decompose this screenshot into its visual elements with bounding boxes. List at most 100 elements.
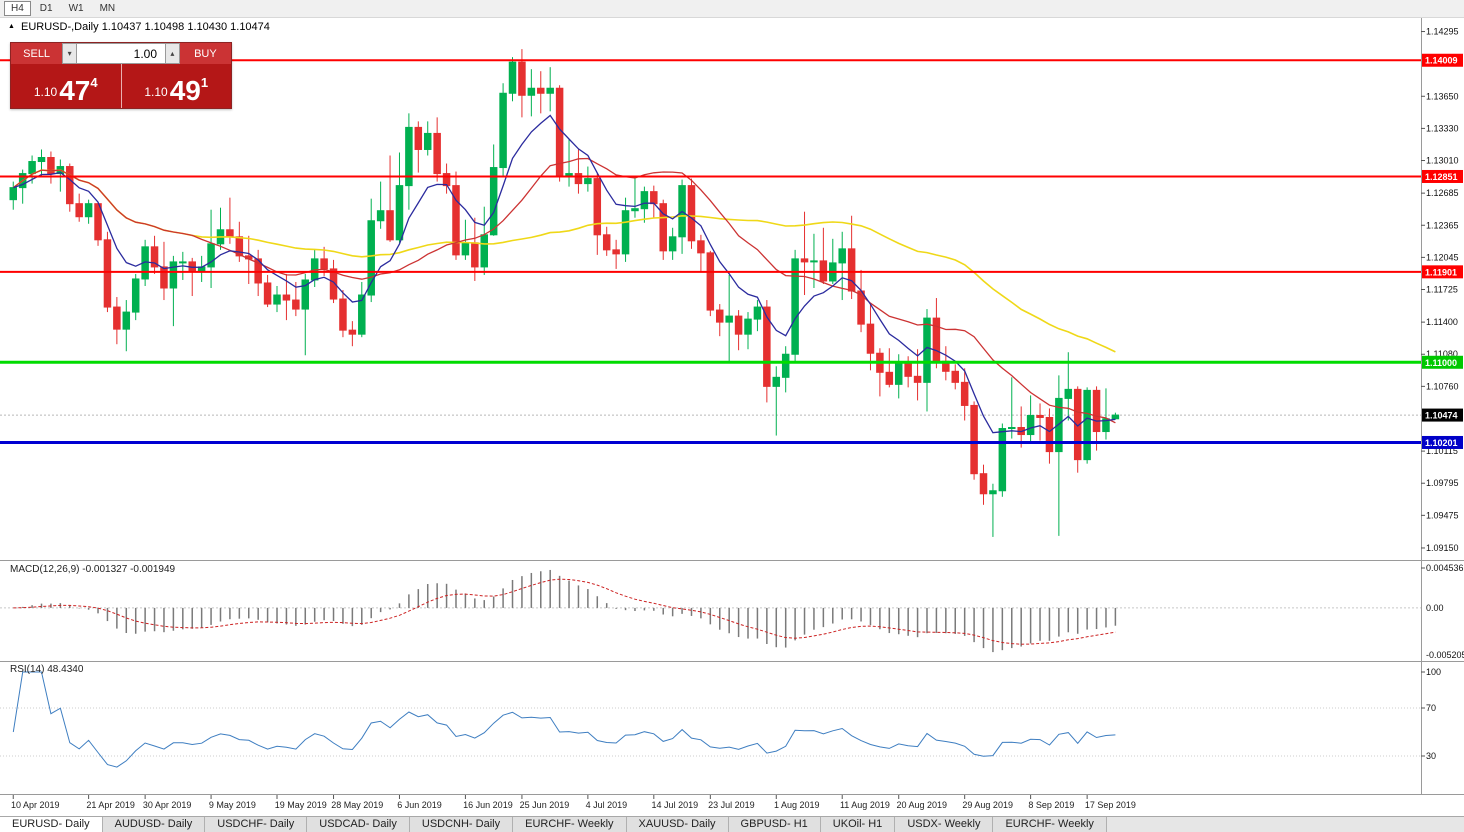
candle xyxy=(866,323,875,354)
svg-text:1 Aug 2019: 1 Aug 2019 xyxy=(774,800,820,810)
candle xyxy=(584,178,592,185)
candle xyxy=(433,132,441,175)
chart-tab-eurchf-weekly[interactable]: EURCHF- Weekly xyxy=(513,817,627,832)
svg-text:25 Jun 2019: 25 Jun 2019 xyxy=(520,800,570,810)
candle xyxy=(339,298,347,331)
candle xyxy=(423,132,432,150)
rsi-indicator-label: RSI(14) 48.4340 xyxy=(10,664,83,675)
date-axis[interactable]: 10 Apr 2019 21 Apr 2019 30 Apr 2019 9 May 2… xyxy=(11,795,1136,810)
candle xyxy=(1036,414,1044,418)
candle xyxy=(847,248,856,292)
price-label-badge xyxy=(1422,355,1463,369)
chart-tab-usdchf-daily[interactable]: USDCHF- Daily xyxy=(205,817,308,832)
candle xyxy=(800,258,809,263)
timeframe-button-d1[interactable]: D1 xyxy=(39,3,53,14)
sell-price-point: 4 xyxy=(90,75,98,90)
svg-text:23 Jul 2019: 23 Jul 2019 xyxy=(708,800,755,810)
timeframe-button-mn[interactable]: MN xyxy=(99,3,116,14)
chart-tab-eurchf-weekly[interactable]: EURCHF- Weekly xyxy=(993,817,1107,832)
volume-increase-button[interactable]: ▴ xyxy=(165,43,180,64)
chart-tab-usdx-weekly[interactable]: USDX- Weekly xyxy=(895,817,994,832)
volume-decrease-button[interactable]: ▾ xyxy=(62,43,77,64)
svg-text:0.00: 0.00 xyxy=(1426,603,1444,613)
svg-text:1.13330: 1.13330 xyxy=(1426,123,1459,133)
candle xyxy=(169,261,178,289)
macd-signal-value: -0.001949 xyxy=(130,564,176,575)
candle xyxy=(781,353,790,378)
candle xyxy=(395,185,404,241)
volume-input[interactable] xyxy=(77,43,165,64)
candle xyxy=(772,376,781,387)
candle xyxy=(527,87,536,96)
price-label-badge xyxy=(1422,408,1463,422)
svg-text:1.10474: 1.10474 xyxy=(1425,411,1458,421)
candle xyxy=(489,167,498,236)
candle xyxy=(499,92,507,169)
candle xyxy=(226,229,234,238)
chart-tab-gbpusd-h1[interactable]: GBPUSD- H1 xyxy=(728,817,821,832)
svg-text:1.09475: 1.09475 xyxy=(1426,510,1459,520)
chart-symbol-period: EURUSD-,Daily xyxy=(21,21,99,33)
candle xyxy=(273,294,281,305)
candle xyxy=(37,157,46,163)
svg-text:20 Aug 2019: 20 Aug 2019 xyxy=(896,800,947,810)
candle xyxy=(894,362,903,385)
candle xyxy=(913,375,922,383)
buy-price-base: 1.10 xyxy=(144,85,168,99)
one-click-toggle-icon[interactable]: ▲ xyxy=(8,23,15,30)
candle xyxy=(838,248,846,264)
candle xyxy=(602,234,611,251)
timeframe-button-h4[interactable]: H4 xyxy=(4,1,31,16)
price-label-badge xyxy=(1422,435,1463,449)
chevron-up-icon: ▴ xyxy=(170,49,175,58)
candle xyxy=(442,173,451,187)
candle xyxy=(744,318,752,335)
timeframe-button-w1[interactable]: W1 xyxy=(68,3,84,14)
candle xyxy=(1045,416,1054,453)
candle xyxy=(292,299,300,310)
buy-button[interactable]: BUY xyxy=(179,43,231,64)
candle xyxy=(734,315,743,335)
candle xyxy=(122,311,131,330)
buy-price-tile[interactable]: 1.10 49 1 xyxy=(120,64,232,108)
candle xyxy=(47,157,55,175)
chart-tab-eurusd-daily[interactable]: EURUSD- Daily xyxy=(0,817,103,832)
candle xyxy=(932,317,941,362)
candle xyxy=(574,173,583,185)
price-label-badge xyxy=(1422,169,1463,183)
candle xyxy=(160,266,168,289)
price-axis[interactable]: 1.14295 1.13650 1.13330 1.13010 1.12685 1.123… xyxy=(1421,27,1463,553)
macd-signal-line xyxy=(13,578,1116,645)
svg-text:1.12685: 1.12685 xyxy=(1426,188,1459,198)
chart-tab-usdcnh-daily[interactable]: USDCNH- Daily xyxy=(409,817,514,832)
candle xyxy=(28,161,36,175)
candle xyxy=(1102,418,1110,433)
candle xyxy=(414,126,423,150)
candle xyxy=(282,294,291,301)
candle xyxy=(791,258,799,355)
svg-text:0.004536: 0.004536 xyxy=(1426,563,1464,573)
chart-tab-audusd-daily[interactable]: AUDUSD- Daily xyxy=(102,817,206,832)
candle xyxy=(885,371,894,385)
svg-text:28 May 2019: 28 May 2019 xyxy=(331,800,383,810)
candle xyxy=(697,240,705,254)
buy-price-point: 1 xyxy=(200,75,209,90)
candle xyxy=(1055,397,1063,453)
chart-tab-usdcad-daily[interactable]: USDCAD- Daily xyxy=(307,817,410,832)
one-click-trading-panel: SELL ▾ ▴ BUY 1.10 47 4 1.10 49 1 xyxy=(10,42,232,109)
chart-tab-xauusd-daily[interactable]: XAUUSD- Daily xyxy=(626,817,729,832)
candle xyxy=(546,87,554,94)
candle xyxy=(235,236,244,257)
candle xyxy=(763,306,771,387)
sell-price-tile[interactable]: 1.10 47 4 xyxy=(11,64,121,108)
svg-text:10 Apr 2019: 10 Apr 2019 xyxy=(11,800,60,810)
chart-tab-ukoil-h1[interactable]: UKOil- H1 xyxy=(820,817,896,832)
svg-text:-0.005205: -0.005205 xyxy=(1426,650,1464,660)
sell-button[interactable]: SELL xyxy=(11,43,63,64)
candle xyxy=(857,290,865,325)
svg-text:14 Jul 2019: 14 Jul 2019 xyxy=(652,800,699,810)
sell-price-pips: 47 xyxy=(59,75,91,107)
candle xyxy=(367,220,375,296)
rsi-pane: 100 70 30 xyxy=(0,667,1441,768)
